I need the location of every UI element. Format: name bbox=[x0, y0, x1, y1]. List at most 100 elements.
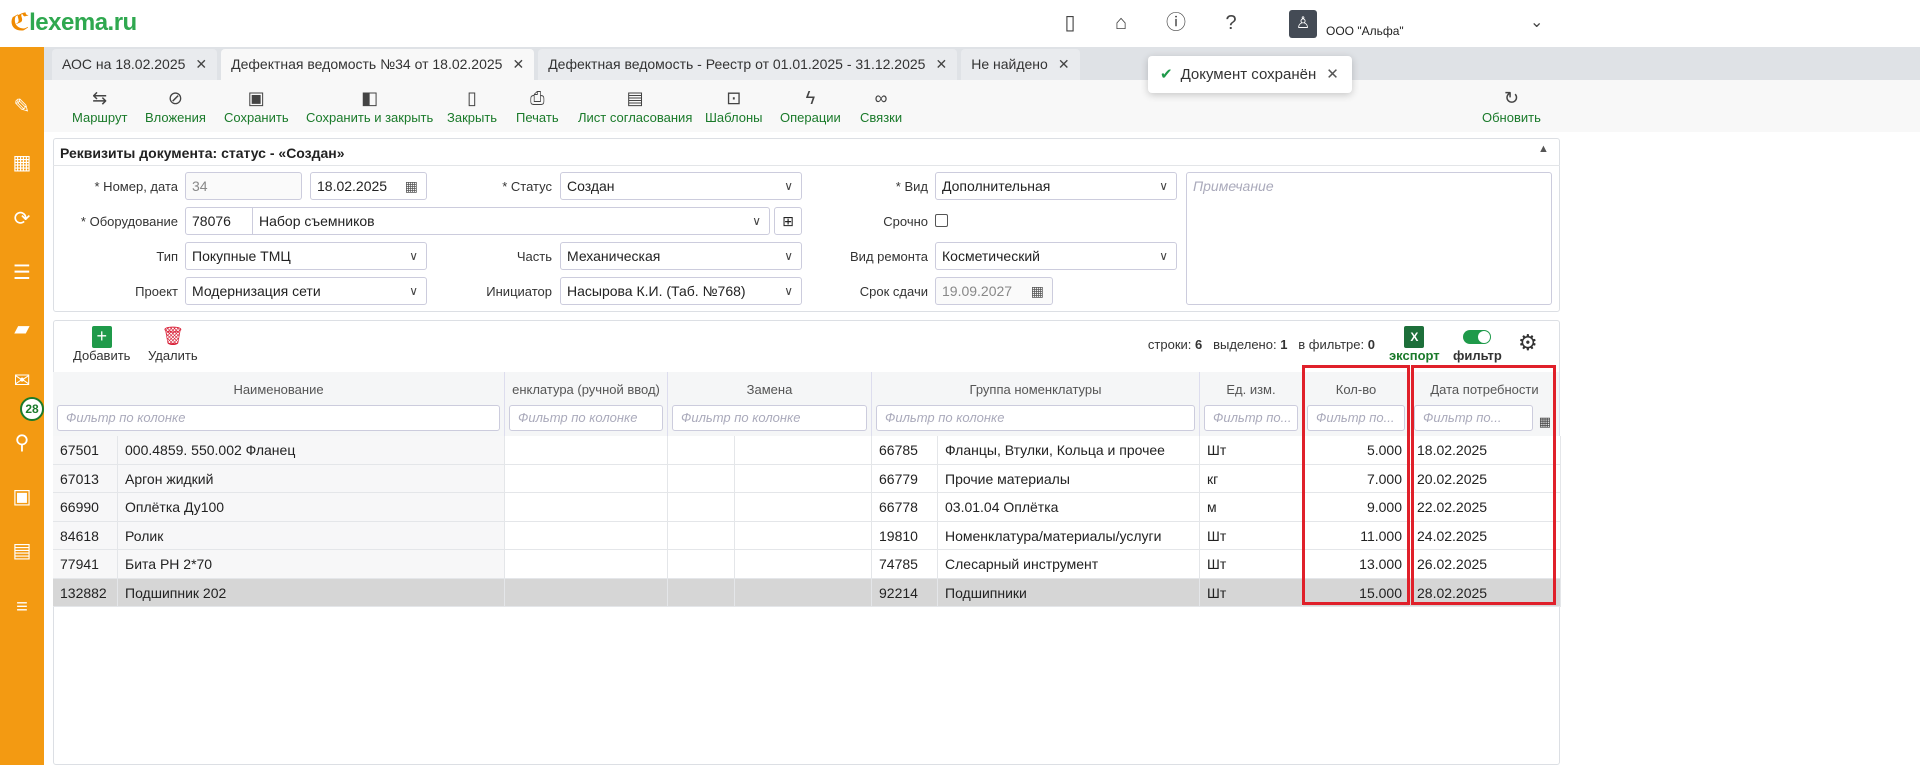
tab-defect-registry[interactable]: Дефектная ведомость - Реестр от 01.01.20… bbox=[538, 49, 958, 80]
cell-unit[interactable]: м bbox=[1200, 493, 1303, 521]
cell-code[interactable]: 67013 bbox=[53, 464, 118, 492]
cell-empty[interactable] bbox=[505, 521, 668, 549]
cell-date[interactable]: 24.02.2025 bbox=[1410, 521, 1561, 549]
cell-group[interactable]: Номенклатура/материалы/услуги bbox=[938, 521, 1200, 549]
cell-group[interactable]: Подшипники bbox=[938, 578, 1200, 606]
cell-date[interactable]: 18.02.2025 bbox=[1410, 436, 1561, 464]
close-icon[interactable]: ✕ bbox=[1326, 66, 1339, 83]
cell-name[interactable]: Бита PH 2*70 bbox=[118, 550, 505, 578]
org-name[interactable]: ООО "Альфа" bbox=[1326, 24, 1404, 38]
column-title[interactable]: Дата потребности bbox=[1430, 382, 1539, 397]
route-button[interactable]: ⇆ Маршрут bbox=[72, 88, 128, 125]
cell-name[interactable]: 000.4859. 550.002 Фланец bbox=[118, 436, 505, 464]
cell-unit[interactable]: кг bbox=[1200, 464, 1303, 492]
operations-button[interactable]: ϟ Операции bbox=[780, 88, 841, 125]
cell-gcode[interactable]: 66785 bbox=[872, 436, 938, 464]
column-filter-input[interactable]: Фильтр по колонке bbox=[57, 405, 500, 431]
tab-aos[interactable]: АОС на 18.02.2025 ✕ bbox=[52, 49, 218, 80]
cell-empty[interactable] bbox=[735, 550, 872, 578]
cell-empty[interactable] bbox=[668, 436, 735, 464]
table-clock-icon[interactable]: ▤ bbox=[12, 540, 32, 562]
sync-icon[interactable]: ⟳ bbox=[13, 208, 31, 230]
cell-empty[interactable] bbox=[505, 550, 668, 578]
note-textarea[interactable]: Примечание bbox=[1186, 172, 1552, 305]
home-icon[interactable]: ⌂ bbox=[1114, 12, 1128, 34]
cell-empty[interactable] bbox=[735, 464, 872, 492]
cell-empty[interactable] bbox=[505, 464, 668, 492]
due-date-field[interactable]: 19.09.2027 ▦ bbox=[935, 277, 1053, 305]
column-header[interactable]: Ед. изм. Фильтр по... bbox=[1200, 372, 1303, 436]
refresh-button[interactable]: ↻ Обновить bbox=[1482, 88, 1541, 125]
import-icon[interactable]: ☰ bbox=[13, 262, 31, 284]
column-title[interactable]: Наименование bbox=[233, 382, 324, 397]
cell-group[interactable]: Прочие материалы bbox=[938, 464, 1200, 492]
column-header[interactable]: енклатура (ручной ввод) Фильтр по колонке bbox=[505, 372, 668, 436]
cell-gcode[interactable]: 66779 bbox=[872, 464, 938, 492]
table-row[interactable]: 67013 Аргон жидкий 66779 Прочие материалы кг… bbox=[53, 464, 1561, 493]
cell-empty[interactable] bbox=[668, 493, 735, 521]
settings-gear-icon[interactable]: ⚙ bbox=[1518, 330, 1538, 355]
add-button[interactable]: + Добавить bbox=[73, 326, 131, 363]
column-header[interactable]: Кол-во Фильтр по... bbox=[1303, 372, 1410, 436]
info-icon[interactable]: ⓘ bbox=[1166, 12, 1186, 34]
close-button[interactable]: ▯ Закрыть bbox=[447, 88, 498, 125]
delete-button[interactable]: 🗑 Удалить bbox=[148, 326, 198, 363]
cell-gcode[interactable]: 74785 bbox=[872, 550, 938, 578]
cell-empty[interactable] bbox=[505, 578, 668, 606]
cell-gcode[interactable]: 66778 bbox=[872, 493, 938, 521]
cell-date[interactable]: 22.02.2025 bbox=[1410, 493, 1561, 521]
cell-date[interactable]: 26.02.2025 bbox=[1410, 550, 1561, 578]
column-header[interactable]: Дата потребности Фильтр по... ▦ bbox=[1410, 372, 1560, 436]
cell-group[interactable]: Фланцы, Втулки, Кольца и прочее bbox=[938, 436, 1200, 464]
column-filter-input[interactable]: Фильтр по колонке bbox=[876, 405, 1195, 431]
phone-icon[interactable]: ▯ bbox=[1064, 12, 1076, 34]
user-icon[interactable]: ♙ bbox=[1289, 10, 1317, 38]
cell-empty[interactable] bbox=[735, 578, 872, 606]
table-row[interactable]: 77941 Бита PH 2*70 74785 Слесарный инструме… bbox=[53, 550, 1561, 579]
calendar-icon[interactable]: ▦ bbox=[404, 178, 418, 194]
project-select[interactable]: Модернизация сети ∨ bbox=[185, 277, 427, 305]
cell-group[interactable]: 03.01.04 Оплётка bbox=[938, 493, 1200, 521]
cell-empty[interactable] bbox=[505, 436, 668, 464]
cell-empty[interactable] bbox=[735, 436, 872, 464]
folder-icon[interactable]: ▰ bbox=[14, 318, 30, 340]
tab-defect-34[interactable]: Дефектная ведомость №34 от 18.02.2025 ✕ bbox=[221, 49, 535, 80]
column-filter-input[interactable]: Фильтр по... bbox=[1204, 405, 1298, 431]
cell-empty[interactable] bbox=[668, 521, 735, 549]
urgent-checkbox[interactable] bbox=[935, 214, 948, 227]
links-button[interactable]: ∞ Связки bbox=[860, 88, 903, 125]
cell-code[interactable]: 132882 bbox=[53, 578, 118, 606]
repair-select[interactable]: Косметический ∨ bbox=[935, 242, 1177, 270]
cell-name[interactable]: Ролик bbox=[118, 521, 505, 549]
column-filter-input[interactable]: Фильтр по... bbox=[1414, 405, 1533, 431]
cell-unit[interactable]: Шт bbox=[1200, 436, 1303, 464]
cell-date[interactable]: 20.02.2025 bbox=[1410, 464, 1561, 492]
column-title[interactable]: Кол-во bbox=[1335, 382, 1377, 397]
cell-name[interactable]: Оплётка Ду100 bbox=[118, 493, 505, 521]
date-field[interactable]: 18.02.2025 ▦ bbox=[310, 172, 427, 200]
cell-unit[interactable]: Шт bbox=[1200, 521, 1303, 549]
cell-empty[interactable] bbox=[668, 550, 735, 578]
cell-code[interactable]: 66990 bbox=[53, 493, 118, 521]
save-close-button[interactable]: ◧ Сохранить и закрыть bbox=[306, 88, 434, 125]
cell-unit[interactable]: Шт bbox=[1200, 578, 1303, 606]
cell-empty[interactable] bbox=[505, 493, 668, 521]
tree-picker-button[interactable]: ⊞ bbox=[774, 207, 802, 235]
cell-gcode[interactable]: 19810 bbox=[872, 521, 938, 549]
qr-icon[interactable]: ▦ bbox=[12, 152, 32, 174]
cell-empty[interactable] bbox=[668, 464, 735, 492]
column-filter-input[interactable]: Фильтр по колонке bbox=[509, 405, 663, 431]
column-title[interactable]: енклатура (ручной ввод) bbox=[512, 382, 660, 397]
help-icon[interactable]: ? bbox=[1225, 12, 1237, 34]
table-row[interactable]: 66990 Оплётка Ду100 66778 03.01.04 Оплётка м… bbox=[53, 493, 1561, 522]
print-button[interactable]: ⎙ Печать bbox=[516, 88, 559, 125]
column-filter-input[interactable]: Фильтр по... bbox=[1307, 405, 1405, 431]
save-button[interactable]: ▣ Сохранить bbox=[224, 88, 289, 125]
table-row[interactable]: 67501 000.4859. 550.002 Фланец 66785 Фланцы… bbox=[53, 436, 1561, 465]
cell-empty[interactable] bbox=[668, 578, 735, 606]
approval-sheet-button[interactable]: ▤ Лист согласования bbox=[578, 88, 693, 125]
column-title[interactable]: Группа номенклатуры bbox=[969, 382, 1102, 397]
column-filter-input[interactable]: Фильтр по колонке bbox=[672, 405, 867, 431]
calendar-icon[interactable]: ▣ bbox=[12, 486, 32, 508]
